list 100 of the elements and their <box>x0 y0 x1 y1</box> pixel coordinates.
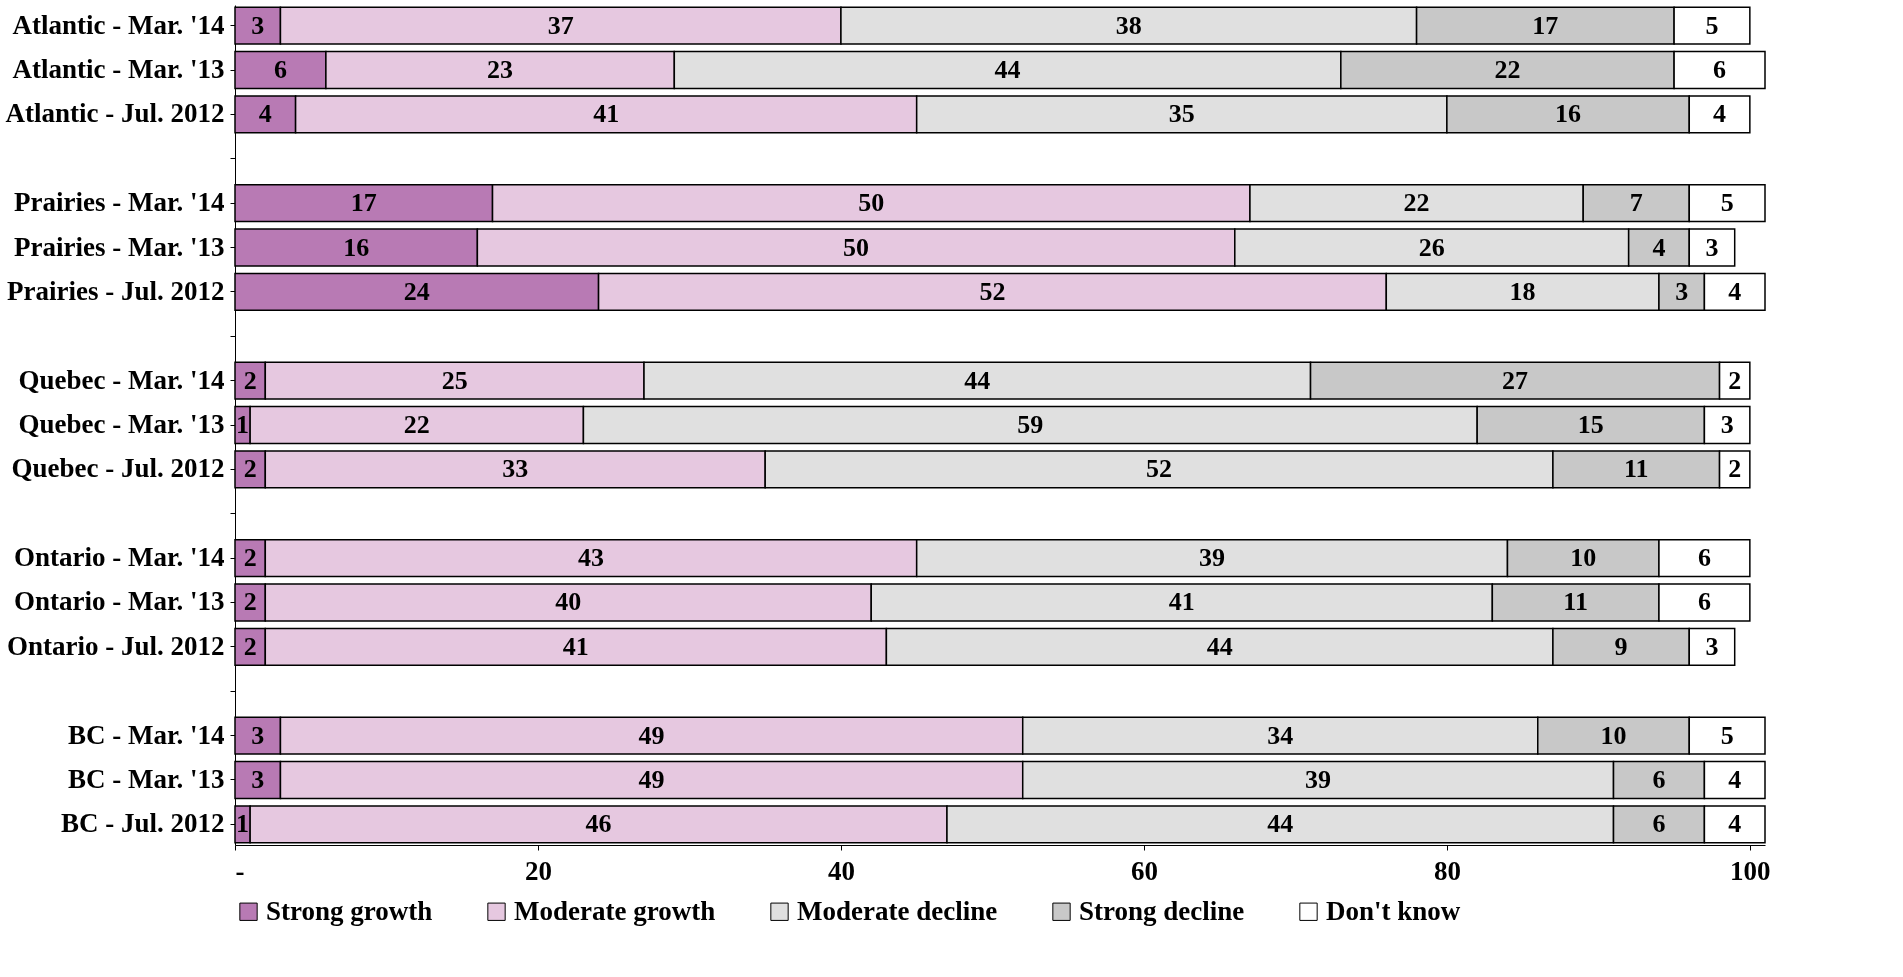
legend-label: Moderate decline <box>797 895 998 926</box>
data-label: 39 <box>1305 764 1332 794</box>
data-label: 2 <box>1728 365 1742 395</box>
data-label: 44 <box>994 55 1021 85</box>
data-label: 49 <box>638 720 665 750</box>
data-label: 52 <box>979 276 1006 306</box>
data-label: 18 <box>1509 276 1536 306</box>
data-label: 44 <box>1206 631 1233 661</box>
y-tick-label: Atlantic - Mar. '14 <box>12 9 225 40</box>
data-label: 41 <box>562 631 589 661</box>
data-label: 16 <box>1555 99 1582 129</box>
y-tick-label: Prairies - Mar. '14 <box>14 187 225 218</box>
data-label: 5 <box>1705 10 1719 40</box>
x-tick-label: 60 <box>1130 855 1158 886</box>
y-tick-label: Ontario - Jul. 2012 <box>6 630 225 661</box>
data-label: 5 <box>1720 720 1734 750</box>
data-label: 2 <box>243 631 257 661</box>
legend-label: Strong growth <box>266 895 433 926</box>
y-tick-label: Quebec - Mar. '13 <box>18 409 225 439</box>
data-label: 41 <box>1168 587 1195 617</box>
data-label: 6 <box>1713 55 1727 85</box>
y-tick-label: Quebec - Jul. 2012 <box>11 453 225 484</box>
y-tick-label: BC - Mar. '13 <box>68 763 225 794</box>
data-label: 9 <box>1614 631 1628 661</box>
y-tick-label: BC - Mar. '14 <box>68 719 225 750</box>
data-label: 10 <box>1570 543 1597 573</box>
data-label: 44 <box>1267 809 1294 839</box>
data-label: 1 <box>236 410 250 439</box>
data-label: 3 <box>251 764 265 794</box>
x-tick-label: - <box>235 855 245 886</box>
data-label: 4 <box>1713 99 1727 129</box>
data-label: 11 <box>1563 587 1588 617</box>
legend-label: Moderate growth <box>514 895 716 926</box>
y-tick-label: BC - Jul. 2012 <box>60 808 225 839</box>
legend-label: Strong decline <box>1079 895 1245 926</box>
data-label: 33 <box>502 454 529 484</box>
y-tick-label: Atlantic - Mar. '13 <box>12 54 225 85</box>
data-label: 44 <box>964 365 991 395</box>
data-label: 5 <box>1720 188 1734 218</box>
data-label: 2 <box>1728 454 1742 484</box>
data-label: 2 <box>243 365 257 395</box>
data-label: 6 <box>1697 543 1711 573</box>
data-label: 40 <box>555 587 582 617</box>
data-label: 6 <box>273 55 287 85</box>
data-label: 17 <box>350 188 377 218</box>
data-label: 34 <box>1267 720 1294 750</box>
data-label: 22 <box>1403 188 1430 218</box>
data-label: 6 <box>1697 587 1711 617</box>
data-label: 17 <box>1532 10 1559 40</box>
x-tick-label: 40 <box>827 855 855 886</box>
data-label: 3 <box>251 10 265 40</box>
y-tick-label: Atlantic - Jul. 2012 <box>5 98 225 129</box>
x-tick-label: 20 <box>524 855 552 886</box>
data-label: 39 <box>1199 543 1226 573</box>
data-label: 4 <box>1728 276 1742 306</box>
data-label: 59 <box>1017 410 1044 439</box>
data-label: 3 <box>1720 410 1734 439</box>
data-label: 4 <box>1728 764 1742 794</box>
data-label: 46 <box>585 809 612 839</box>
legend-label: Don't know <box>1326 895 1461 926</box>
data-label: 52 <box>1146 454 1173 484</box>
data-label: 1 <box>236 809 250 839</box>
y-tick-label: Quebec - Mar. '14 <box>18 364 225 395</box>
data-label: 50 <box>843 232 870 262</box>
x-tick-label: 80 <box>1433 855 1461 886</box>
data-label: 10 <box>1600 720 1627 750</box>
data-label: 22 <box>403 410 430 439</box>
data-label: 6 <box>1652 809 1666 839</box>
data-label: 4 <box>1728 809 1742 839</box>
data-label: 43 <box>577 543 604 573</box>
y-tick-label: Prairies - Mar. '13 <box>14 231 225 262</box>
y-tick-label: Ontario - Mar. '14 <box>14 542 225 573</box>
data-label: 49 <box>638 764 665 794</box>
data-label: 7 <box>1629 188 1643 218</box>
data-label: 37 <box>547 10 574 40</box>
data-label: 22 <box>1494 55 1521 85</box>
data-label: 6 <box>1652 764 1666 794</box>
data-label: 23 <box>487 55 514 85</box>
data-label: 24 <box>403 276 430 306</box>
data-label: 4 <box>1652 232 1666 262</box>
data-label: 3 <box>1705 232 1719 262</box>
data-label: 50 <box>858 188 885 218</box>
data-label: 38 <box>1115 10 1142 40</box>
data-label: 27 <box>1502 365 1529 395</box>
data-label: 41 <box>593 99 620 129</box>
data-label: 15 <box>1577 410 1604 439</box>
data-label: 35 <box>1168 99 1195 129</box>
data-label: 11 <box>1623 454 1649 484</box>
x-tick-label: 100 <box>1730 855 1771 886</box>
data-label: 3 <box>251 720 265 750</box>
data-label: 16 <box>343 232 370 262</box>
data-label: 2 <box>243 543 257 573</box>
data-label: 25 <box>441 365 468 395</box>
data-label: 2 <box>243 587 257 617</box>
y-tick-label: Ontario - Mar. '13 <box>14 586 225 617</box>
data-label: 2 <box>243 454 257 484</box>
data-label: 3 <box>1675 276 1689 306</box>
data-label: 4 <box>258 99 272 129</box>
y-tick-label: Prairies - Jul. 2012 <box>7 275 225 306</box>
data-label: 26 <box>1418 232 1445 262</box>
